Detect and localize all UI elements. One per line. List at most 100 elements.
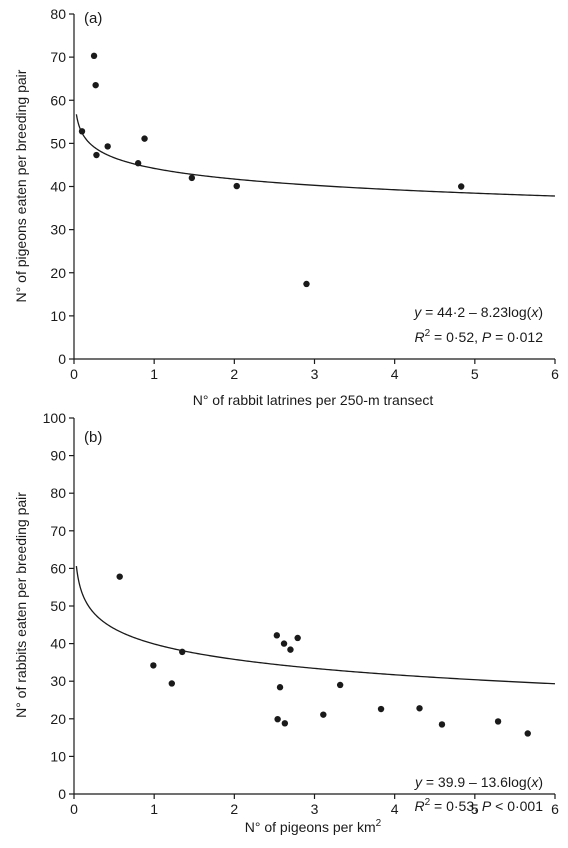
y-tick-label-b-6: 60 xyxy=(50,560,66,576)
x-tick-label-b-0: 0 xyxy=(70,801,78,817)
data-point-b-16 xyxy=(494,718,502,725)
y-tick-label-b-7: 70 xyxy=(50,523,66,539)
y-tick-label-a-5: 50 xyxy=(50,135,66,151)
data-point-b-17 xyxy=(524,730,531,737)
panel-label-a: (a) xyxy=(84,10,102,27)
data-point-a-6 xyxy=(141,135,148,142)
y-tick-label-b-9: 90 xyxy=(50,448,66,464)
eq-prest-a: = 0·012 xyxy=(491,329,543,345)
y-tick-label-a-4: 40 xyxy=(50,179,66,195)
eq-sup-a: 2 xyxy=(425,328,431,339)
panel-label-b: (b) xyxy=(84,429,102,446)
eq-y-b: y xyxy=(414,774,423,790)
x-tick-label-b-1: 1 xyxy=(150,801,158,817)
x-axis-label-a: N° of rabbit latrines per 250-m transect xyxy=(193,392,434,408)
data-point-b-9 xyxy=(287,646,294,653)
x-tick-label-a-3: 3 xyxy=(311,366,319,382)
y-tick-label-b-4: 40 xyxy=(50,636,66,652)
data-point-b-6 xyxy=(276,684,284,691)
eq-x-a: x xyxy=(530,304,539,320)
eq-rest-b: = 39.9 – 13.6log( xyxy=(422,774,532,790)
data-point-b-7 xyxy=(280,640,288,647)
eq-p-b: P xyxy=(482,798,492,814)
data-point-a-5 xyxy=(134,160,142,167)
y-axis-ticks-b: 0 10 20 30 40 50 60 70 80 90 100 xyxy=(43,410,74,802)
eq-close-b: ) xyxy=(538,774,543,790)
x-tick-label-b-5: 5 xyxy=(471,801,479,817)
eq-p-a: P xyxy=(482,329,492,345)
eq-sup-b: 2 xyxy=(425,797,431,808)
y-axis-label-b: N° of rabbits eaten per breeding pair xyxy=(13,492,29,718)
data-point-b-4 xyxy=(273,632,281,639)
x-tick-label-b-2: 2 xyxy=(230,801,238,817)
y-tick-label-a-6: 60 xyxy=(50,92,66,108)
eq-mid-a: = 0·52, xyxy=(430,329,482,345)
y-tick-label-a-2: 20 xyxy=(50,265,66,281)
equation-line2-a: R2 = 0·52, P = 0·012 xyxy=(414,328,543,345)
eq-x-b: x xyxy=(530,774,539,790)
data-point-b-14 xyxy=(416,705,423,712)
x-axis-label-b: N° of pigeons per km2 xyxy=(245,818,382,835)
eq-y-a: y xyxy=(413,304,422,320)
equation-line2-b: R2 = 0·53, P < 0·001 xyxy=(414,797,543,814)
equation-line1-a: y = 44·2 – 8.23log(x) xyxy=(413,304,543,320)
y-tick-label-a-0: 0 xyxy=(58,351,66,367)
x-axis-label-b-sup: 2 xyxy=(376,818,382,829)
data-point-b-2 xyxy=(168,680,176,687)
data-point-b-0 xyxy=(116,573,123,580)
data-point-b-13 xyxy=(377,705,385,713)
eq-rest-a: = 44·2 – 8.23log( xyxy=(421,304,531,320)
eq-r-a: R xyxy=(414,329,424,345)
y-tick-label-b-3: 30 xyxy=(50,673,66,689)
data-point-a-1 xyxy=(90,52,98,60)
y-tick-label-b-1: 10 xyxy=(50,748,66,764)
y-tick-label-b-8: 80 xyxy=(50,485,66,501)
data-points-a xyxy=(78,52,465,288)
x-axis-ticks-a: 0 1 2 3 4 5 6 xyxy=(70,359,559,382)
x-tick-label-a-0: 0 xyxy=(70,366,78,382)
y-tick-label-b-10: 100 xyxy=(43,410,67,426)
eq-mid-b: = 0·53, xyxy=(430,798,482,814)
y-tick-label-a-1: 10 xyxy=(50,308,66,324)
chart-panel-b: 0 10 20 30 40 50 60 70 80 90 100 0 1 2 3 4 5 6 (b) N° of… xyxy=(13,410,559,835)
data-point-a-2 xyxy=(92,81,99,89)
data-point-a-7 xyxy=(188,174,196,182)
y-axis-ticks-a: 0 10 20 30 40 50 60 70 80 xyxy=(50,6,74,367)
x-tick-label-b-3: 3 xyxy=(311,801,319,817)
x-tick-label-a-1: 1 xyxy=(150,366,158,382)
data-point-b-11 xyxy=(320,711,327,718)
y-tick-label-b-5: 50 xyxy=(50,598,66,614)
data-point-a-3 xyxy=(93,151,100,159)
eq-close-a: ) xyxy=(538,304,543,320)
x-tick-label-b-6: 6 xyxy=(551,801,559,817)
y-tick-label-b-0: 0 xyxy=(58,786,66,802)
fit-curve-b xyxy=(75,566,556,685)
data-point-b-5 xyxy=(274,715,281,723)
data-points-b xyxy=(116,573,531,737)
data-point-b-8 xyxy=(281,720,289,727)
x-tick-label-b-4: 4 xyxy=(391,801,399,817)
data-point-a-10 xyxy=(458,183,465,190)
x-axis-ticks-b: 0 1 2 3 4 5 6 xyxy=(70,794,559,817)
data-point-a-4 xyxy=(104,143,111,150)
x-axis-label-b-main: N° of pigeons per km xyxy=(245,819,376,835)
y-tick-label-a-7: 70 xyxy=(50,49,66,65)
y-tick-label-a-3: 30 xyxy=(50,222,66,238)
data-point-b-1 xyxy=(150,662,157,669)
eq-r-b: R xyxy=(414,798,424,814)
y-axis-label-a: N° of pigeons eaten per breeding pair xyxy=(13,69,29,302)
fit-curve-a xyxy=(75,114,556,197)
data-point-b-12 xyxy=(336,681,344,689)
x-tick-label-a-6: 6 xyxy=(551,366,559,382)
equation-line1-b: y = 39.9 – 13.6log(x) xyxy=(414,774,543,790)
data-point-a-0 xyxy=(78,128,86,135)
chart-panel-a: 0 10 20 30 40 50 60 70 80 0 1 2 3 4 5 6 (a) N° of rabb… xyxy=(13,6,559,408)
x-tick-label-a-5: 5 xyxy=(471,366,479,382)
x-tick-label-a-2: 2 xyxy=(230,366,238,382)
y-tick-label-a-8: 80 xyxy=(50,6,66,22)
eq-prest-b: < 0·001 xyxy=(491,798,543,814)
data-point-b-10 xyxy=(294,634,301,642)
data-point-b-3 xyxy=(179,648,186,656)
data-point-b-15 xyxy=(438,721,446,728)
x-tick-label-a-4: 4 xyxy=(391,366,399,382)
